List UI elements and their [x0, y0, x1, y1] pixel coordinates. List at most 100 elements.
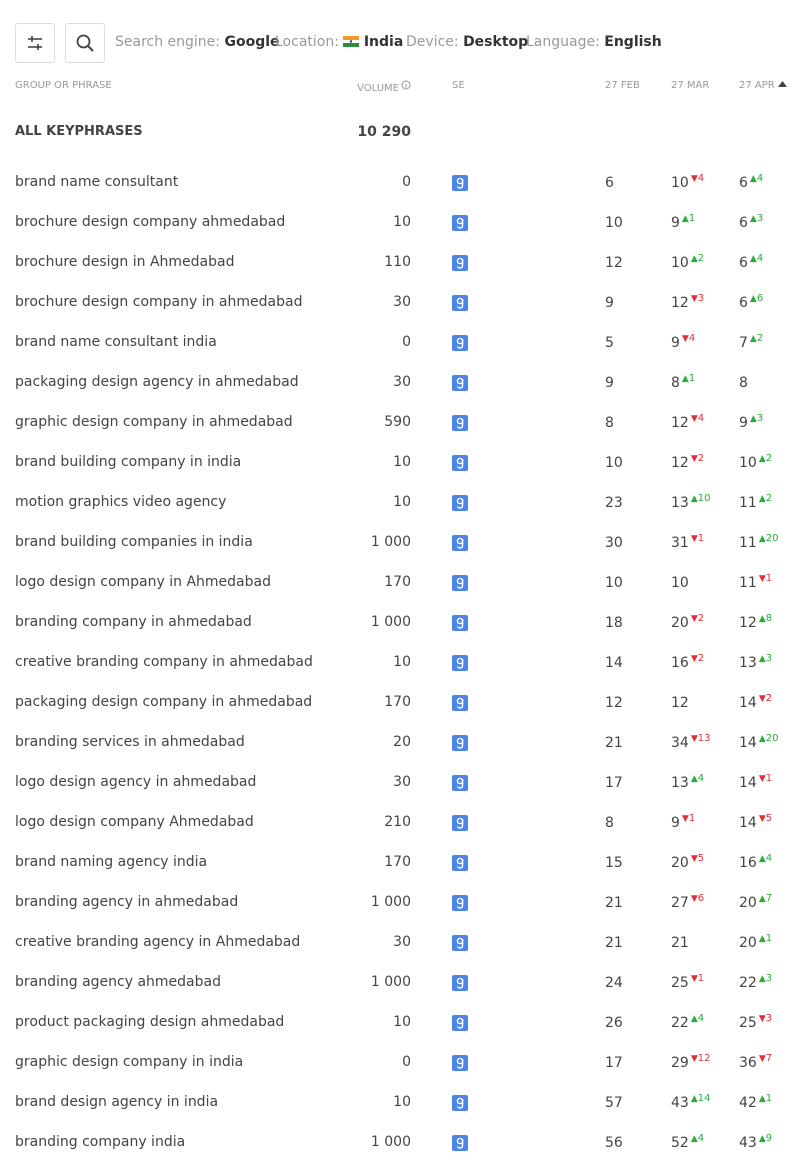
google-icon: [452, 975, 468, 991]
position: 27 ▼6: [671, 893, 705, 911]
position: 12 ▼3: [671, 293, 705, 311]
google-icon: [452, 655, 468, 671]
google-glyph: [456, 657, 464, 669]
volume: 170: [384, 574, 411, 590]
position-change: ▼3: [758, 1013, 773, 1024]
google-glyph: [456, 857, 464, 869]
phrase: brand name consultant: [15, 174, 179, 190]
position-feb: 26: [605, 1015, 623, 1031]
volume: 30: [393, 774, 411, 790]
change-value: 2: [697, 613, 705, 624]
position-feb: 21: [605, 895, 623, 911]
device-filter[interactable]: Device: Desktop: [406, 34, 528, 50]
google-glyph: [456, 937, 464, 949]
position-value: 27: [671, 895, 689, 911]
google-glyph: [456, 577, 464, 589]
change-value: 2: [765, 453, 773, 464]
google-icon: [452, 575, 468, 591]
position-value: 25: [671, 975, 689, 991]
position: 6 ▲4: [739, 253, 763, 271]
volume: 30: [393, 294, 411, 310]
column-header: SE: [452, 80, 465, 91]
position-change: ▲4: [749, 173, 764, 184]
change-value: 2: [697, 453, 705, 464]
position-value: 16: [739, 855, 757, 871]
change-value: 6: [697, 893, 705, 904]
google-glyph: [456, 977, 464, 989]
search-button[interactable]: [65, 23, 105, 63]
google-glyph: [456, 817, 464, 829]
position: 11 ▲20: [739, 533, 778, 551]
position: 21: [671, 935, 689, 951]
change-value: 3: [765, 1013, 773, 1024]
google-glyph: [456, 417, 464, 429]
phrase: motion graphics video agency: [15, 494, 227, 510]
position-change: ▲4: [690, 1013, 705, 1024]
position-value: 42: [739, 1095, 757, 1111]
position-change: ▼1: [758, 773, 773, 784]
google-icon: [452, 535, 468, 551]
google-icon: [452, 295, 468, 311]
volume: 10: [393, 454, 411, 470]
position-value: 6: [739, 295, 748, 311]
position-change: ▲14: [690, 1093, 711, 1104]
position-change: ▼12: [690, 1053, 711, 1064]
search-icon: [76, 34, 94, 52]
position-change: ▲1: [681, 213, 696, 224]
position: 31 ▼1: [671, 533, 705, 551]
volume: 1 000: [370, 974, 411, 990]
change-value: 4: [697, 1013, 705, 1024]
phrase: logo design company in Ahmedabad: [15, 574, 271, 590]
position-feb: 9: [605, 375, 614, 391]
position: 20 ▲7: [739, 893, 773, 911]
google-glyph: [456, 617, 464, 629]
position-value: 14: [739, 775, 757, 791]
value: Google: [224, 34, 280, 50]
value: Desktop: [463, 34, 529, 50]
position-feb: 17: [605, 775, 623, 791]
position: 42 ▲1: [739, 1093, 772, 1111]
position-feb: 14: [605, 655, 623, 671]
change-value: 4: [697, 413, 705, 424]
phrase: product packaging design ahmedabad: [15, 1014, 285, 1030]
change-value: 4: [688, 333, 696, 344]
google-icon: [452, 375, 468, 391]
filter-button[interactable]: [15, 23, 55, 63]
phrase: packaging design company in ahmedabad: [15, 694, 313, 710]
phrase: brand building company in india: [15, 454, 242, 470]
position-value: 22: [671, 1015, 689, 1031]
volume: 20: [393, 734, 411, 750]
volume: 1 000: [370, 534, 411, 550]
change-value: 3: [697, 293, 705, 304]
change-value: 9: [765, 1133, 773, 1144]
position-value: 13: [671, 495, 689, 511]
phrase: brand name consultant india: [15, 334, 217, 350]
position-value: 20: [671, 855, 689, 871]
position: 25 ▼1: [671, 973, 705, 991]
language-filter[interactable]: Language: English: [526, 34, 662, 50]
change-value: 1: [697, 973, 705, 984]
position: 12 ▼2: [671, 453, 705, 471]
filter-icon: [28, 36, 42, 50]
google-icon: [452, 1135, 468, 1151]
change-value: 1: [765, 773, 773, 784]
location-filter[interactable]: Location: India: [275, 34, 403, 50]
position: 10 ▲2: [739, 453, 773, 471]
position-change: ▲8: [758, 613, 773, 624]
change-value: 2: [697, 653, 705, 664]
position: 10: [671, 575, 689, 591]
google-icon: [452, 415, 468, 431]
position: 6 ▲6: [739, 293, 763, 311]
position-change: ▲3: [749, 213, 764, 224]
change-value: 8: [765, 613, 773, 624]
google-glyph: [456, 177, 464, 189]
position-feb: 8: [605, 415, 614, 431]
search-engine-filter[interactable]: Search engine: Google: [115, 34, 280, 50]
position-change: ▼6: [690, 893, 705, 904]
position-change: ▼1: [690, 533, 705, 544]
change-value: 1: [765, 933, 773, 944]
total-label: ALL KEYPHRASES: [15, 124, 143, 139]
position-change: ▲7: [758, 893, 773, 904]
phrase: graphic design company in ahmedabad: [15, 414, 293, 430]
position: 11 ▼1: [739, 573, 772, 591]
